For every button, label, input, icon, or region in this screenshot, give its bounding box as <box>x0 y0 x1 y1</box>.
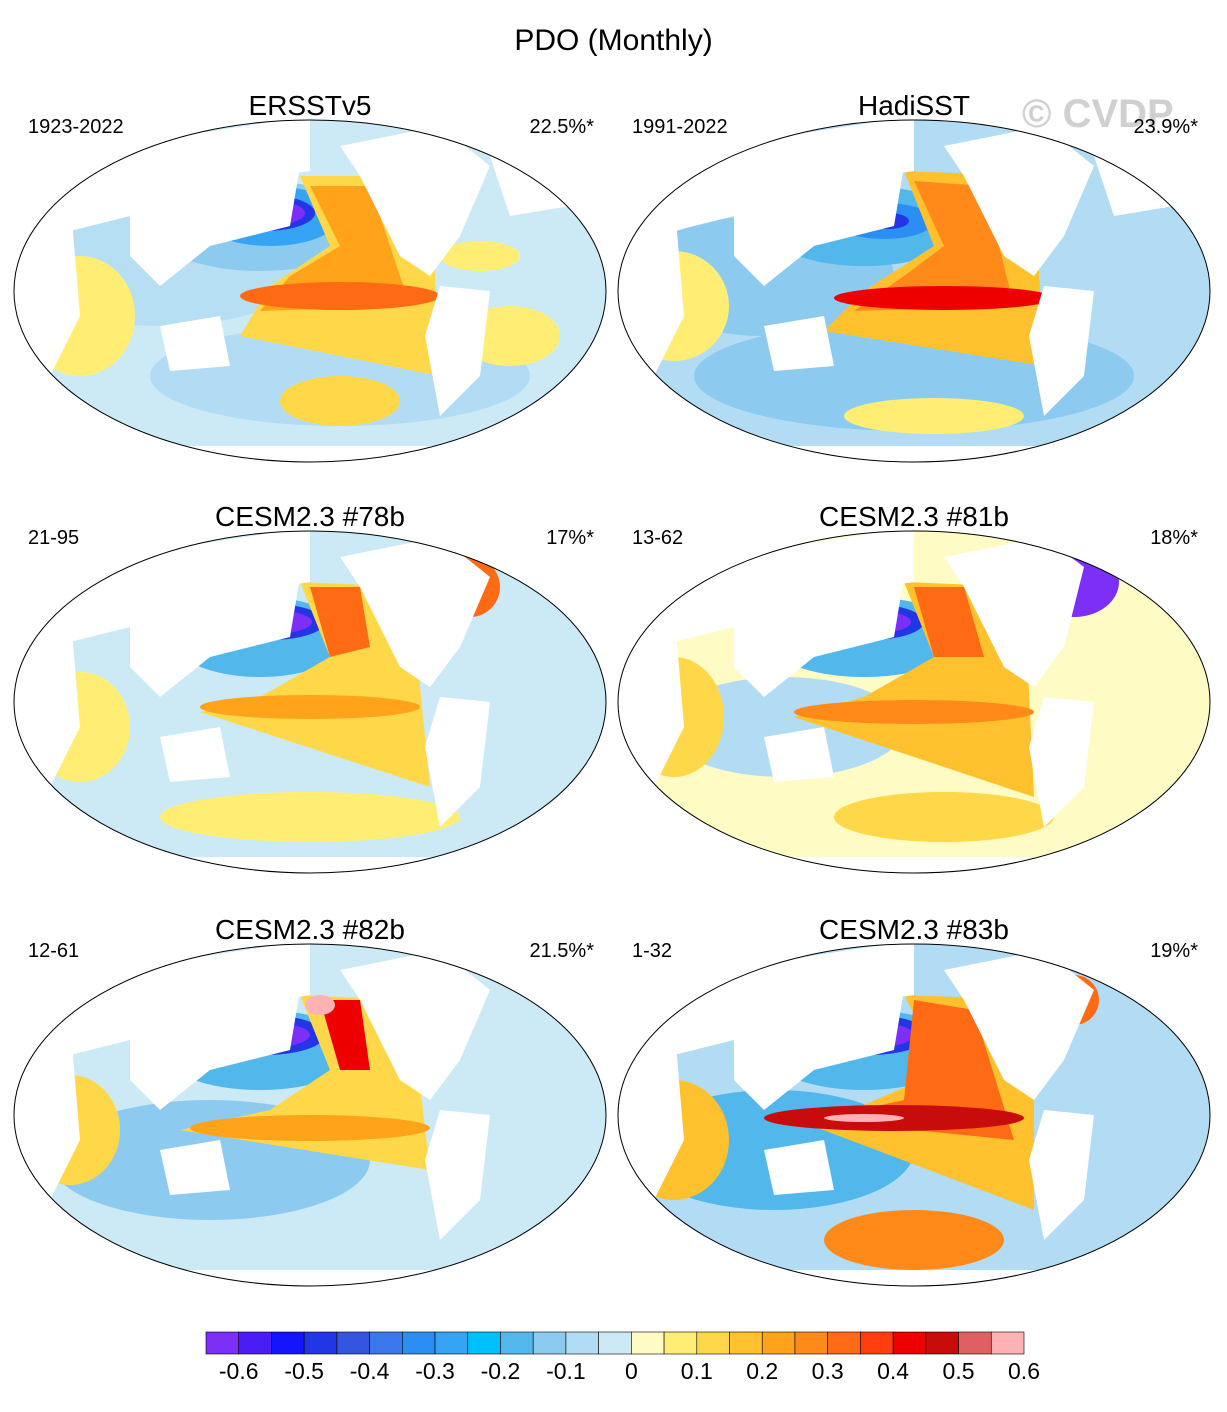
figure-title: PDO (Monthly) <box>514 24 713 57</box>
map-panel-hadisst: HadiSST 1991-2022 23.9%* <box>614 90 1214 490</box>
panel-period: 1991-2022 <box>632 116 728 138</box>
colorbar-labels: -0.6 -0.5 -0.4 -0.3 -0.2 -0.1 0 0.1 0.2 0.3 0.4 0.5… <box>205 1358 1040 1388</box>
colorbar-tick-label: -0.2 <box>480 1358 521 1384</box>
colorbar-swatch <box>794 1331 828 1355</box>
pdo-map <box>13 943 607 1287</box>
colorbar-swatch <box>729 1331 763 1355</box>
watermark: © CVDP <box>1022 92 1174 136</box>
colorbar-swatch <box>631 1331 665 1355</box>
panel-title: HadiSST <box>857 90 971 121</box>
panel-variance: 18%* <box>1150 527 1198 549</box>
colorbar-tick-label: -0.4 <box>349 1358 390 1384</box>
colorbar-swatch <box>761 1331 796 1355</box>
colorbar-swatch <box>369 1331 403 1355</box>
pdo-map <box>617 530 1211 874</box>
map-panel-cesm-78b: CESM2.3 #78b 21-95 17%* <box>10 501 610 901</box>
colorbar-tick-label: 0.6 <box>1008 1358 1040 1384</box>
panel-period: 1-32 <box>632 940 673 962</box>
colorbar-swatch <box>434 1331 469 1355</box>
colorbar-tick-label: -0.1 <box>546 1358 586 1384</box>
colorbar-tick-label: 0.4 <box>877 1358 910 1384</box>
pdo-map <box>617 119 1211 463</box>
panel-title: CESM2.3 #83b <box>819 914 1009 945</box>
panel-period: 13-62 <box>632 527 684 549</box>
panel-title: CESM2.3 #82b <box>215 914 405 945</box>
panel-variance: 19%* <box>1150 940 1198 962</box>
pdo-map <box>13 530 607 874</box>
colorbar-swatch <box>500 1331 534 1355</box>
colorbar-swatch <box>238 1331 272 1355</box>
panel-title: CESM2.3 #78b <box>215 501 405 532</box>
panel-variance: 21.5%* <box>529 940 595 962</box>
colorbar-tick-label: 0.1 <box>680 1358 713 1384</box>
map-panel-cesm-82b: CESM2.3 #82b 12-61 21.5%* <box>10 914 610 1314</box>
colorbar-tick-label: 0.2 <box>746 1358 779 1384</box>
colorbar-swatch <box>990 1331 1025 1355</box>
panel-variance: 17%* <box>546 527 594 549</box>
panel-period: 21-95 <box>28 527 80 549</box>
pdo-map <box>13 119 607 463</box>
colorbar-tick-label: -0.5 <box>284 1358 324 1384</box>
colorbar-swatch <box>565 1331 599 1355</box>
colorbar-swatch <box>303 1331 338 1355</box>
colorbar-tick-label: -0.3 <box>415 1358 455 1384</box>
colorbar-swatch <box>402 1331 436 1355</box>
colorbar-tick-label: 0 <box>624 1358 638 1384</box>
colorbar-swatch <box>663 1331 698 1355</box>
colorbar-tick-label: 0.5 <box>942 1358 975 1384</box>
map-panel-cesm-83b: CESM2.3 #83b 1-32 19%* <box>614 914 1214 1314</box>
panel-period: 12-61 <box>28 940 80 962</box>
colorbar-swatch <box>958 1331 992 1355</box>
pdo-map <box>617 943 1211 1287</box>
colorbar-swatch <box>205 1331 240 1355</box>
colorbar-swatch <box>860 1331 894 1355</box>
colorbar-swatch <box>336 1331 370 1355</box>
colorbar-tick-label: 0.3 <box>811 1358 844 1384</box>
panel-variance: 22.5%* <box>529 116 595 138</box>
colorbar-tick-label: -0.6 <box>218 1358 259 1384</box>
colorbar-swatch <box>827 1331 861 1355</box>
colorbar-swatch <box>532 1331 567 1355</box>
colorbar-swatch <box>892 1331 927 1355</box>
colorbar-swatch <box>696 1331 730 1355</box>
panel-variance: 23.9%* <box>1133 116 1199 138</box>
colorbar-swatch <box>467 1331 501 1355</box>
colorbar-swatch <box>925 1331 959 1355</box>
panel-title: ERSSTv5 <box>248 90 372 121</box>
map-panel-cesm-81b: CESM2.3 #81b 13-62 18%* <box>614 501 1214 901</box>
colorbar <box>205 1331 1025 1355</box>
colorbar-swatch <box>598 1331 632 1355</box>
panel-title: CESM2.3 #81b <box>819 501 1009 532</box>
colorbar-swatch <box>271 1331 305 1355</box>
panel-period: 1923-2022 <box>28 116 124 138</box>
map-panel-erssst: ERSSTv5 1923-2022 22.5%* <box>10 90 610 490</box>
